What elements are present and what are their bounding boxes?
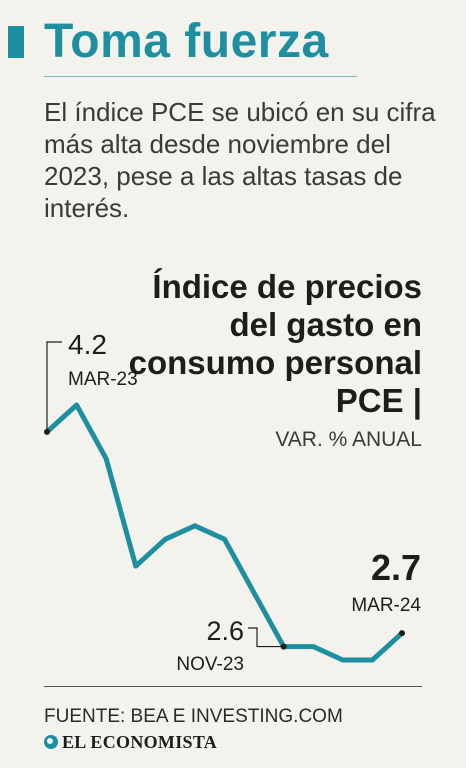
- data-point-jul-23: [164, 538, 166, 540]
- data-point-apr-23: [76, 404, 78, 406]
- source-note: FUENTE: BEA E INVESTING.COM: [44, 706, 343, 727]
- marker-end: [399, 630, 405, 637]
- data-point-may-23: [105, 458, 107, 460]
- page-title: Toma fuerza: [44, 15, 329, 68]
- leader-start: [46, 341, 62, 432]
- page-subtitle: El índice PCE se ubicó en su cifra más a…: [44, 97, 436, 223]
- label-min-value: 2.6: [206, 616, 244, 646]
- el-economista-logo-icon: [44, 735, 58, 749]
- data-point-aug-23: [194, 525, 196, 527]
- data-point-jun-23: [135, 565, 137, 567]
- brand-name: EL ECONOMISTA: [62, 731, 218, 752]
- data-point-jan-24: [342, 659, 344, 661]
- data-point-dec-23: [312, 646, 314, 648]
- footer-divider: [44, 686, 422, 687]
- data-point-sep-23: [224, 538, 225, 540]
- leader-min: [248, 627, 284, 648]
- chart-unit: VAR. % ANUAL: [275, 428, 422, 451]
- label-start-date: MAR-23: [68, 369, 138, 390]
- label-end-value: 2.7: [371, 547, 421, 588]
- label-start-value: 4.2: [68, 329, 107, 360]
- title-accent-bar: [8, 26, 24, 58]
- label-end-date: MAR-24: [351, 595, 421, 616]
- brand: EL ECONOMISTA: [44, 732, 217, 752]
- data-point-feb-24: [371, 659, 373, 661]
- chart-title: Índice de precios del gasto en consumo p…: [128, 268, 422, 419]
- title-divider: [44, 76, 357, 77]
- label-min-date: NOV-23: [176, 654, 244, 675]
- data-point-oct-23: [253, 592, 255, 594]
